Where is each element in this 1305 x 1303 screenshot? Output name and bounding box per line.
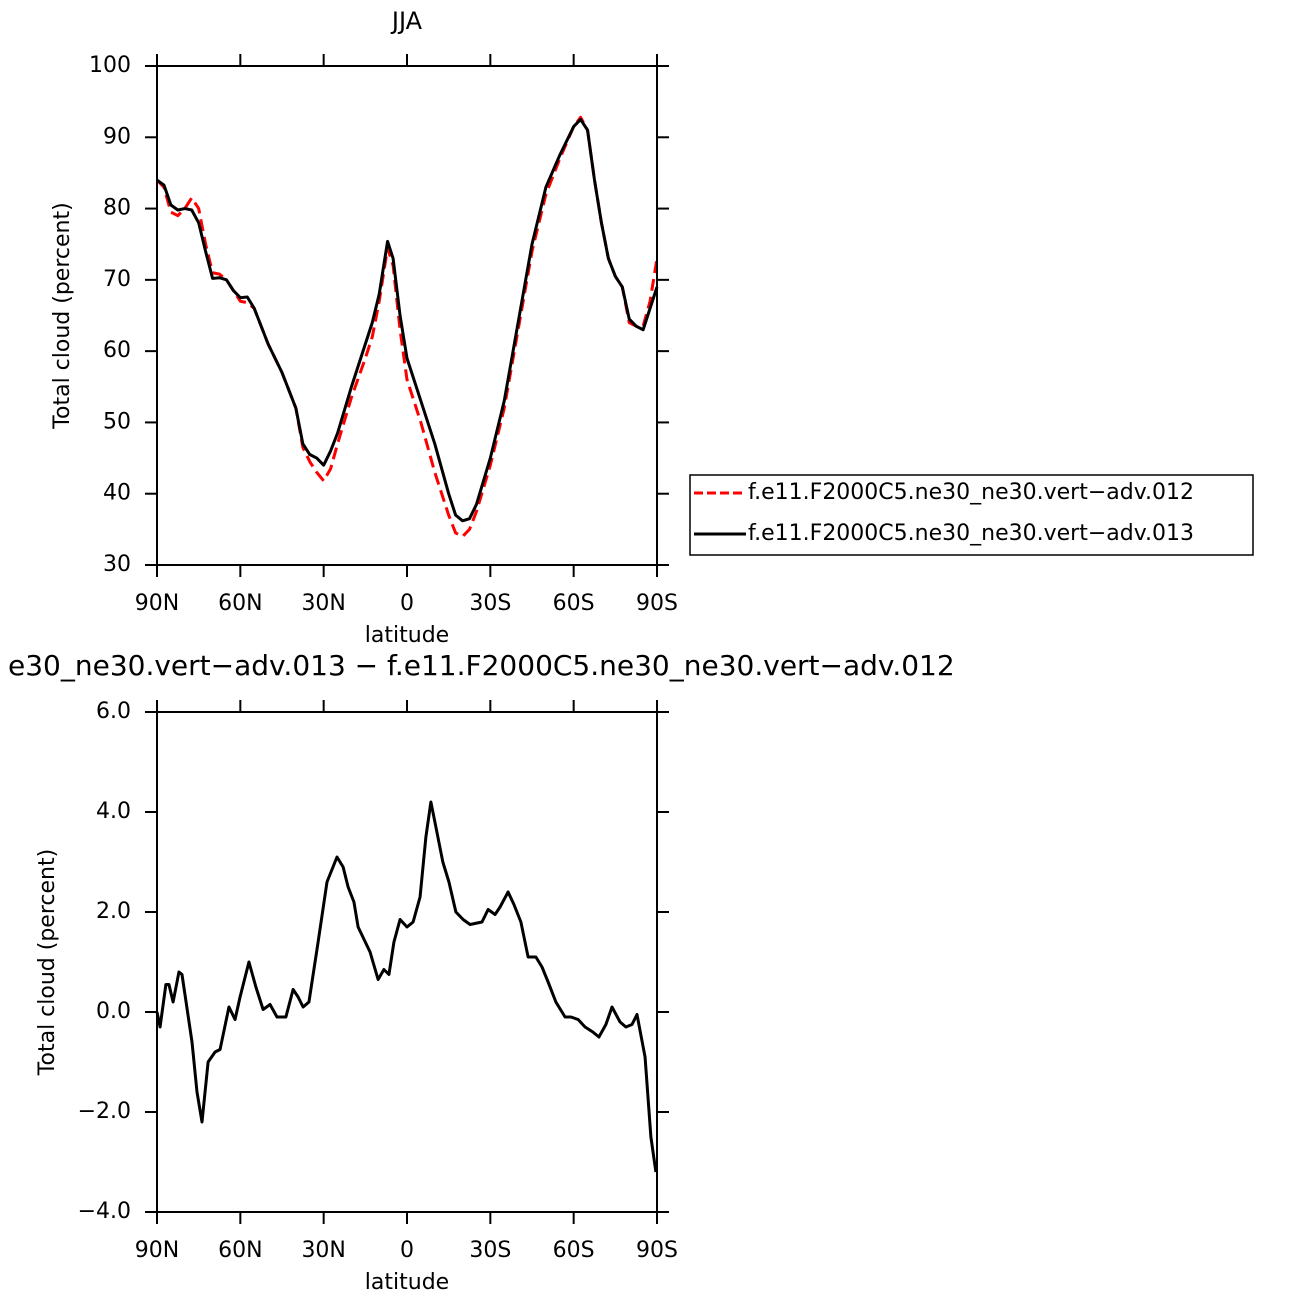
x-tick-label: 60N: [218, 591, 262, 616]
legend-box: [689, 474, 1254, 556]
y-tick-label: 4.0: [96, 799, 131, 824]
legend-label: f.e11.F2000C5.ne30_ne30.vert−adv.013: [748, 521, 1194, 546]
x-tick-label: 90S: [636, 591, 678, 616]
x-tick-label: 0: [400, 1238, 414, 1263]
x-axis-label: latitude: [365, 623, 449, 648]
legend-label: f.e11.F2000C5.ne30_ne30.vert−adv.012: [748, 480, 1194, 505]
y-tick-label: 40: [103, 481, 131, 506]
y-axis-label: Total cloud (percent): [50, 202, 75, 429]
x-tick-label: 30N: [301, 1238, 345, 1263]
x-tick-label: 60S: [553, 591, 595, 616]
y-tick-label: 100: [89, 53, 131, 78]
x-tick-label: 90N: [135, 591, 179, 616]
y-tick-label: 50: [103, 409, 131, 434]
plot-frame: [156, 711, 658, 1213]
x-tick-label: 30S: [469, 1238, 511, 1263]
y-tick-label: 2.0: [96, 899, 131, 924]
y-tick-label: 30: [103, 552, 131, 577]
y-tick-label: 0.0: [96, 999, 131, 1024]
y-tick-label: −2.0: [78, 1099, 131, 1124]
y-tick-label: 60: [103, 338, 131, 363]
x-tick-label: 60S: [553, 1238, 595, 1263]
chart-title: JJA: [390, 7, 423, 35]
y-tick-label: 90: [103, 124, 131, 149]
x-tick-label: 0: [400, 591, 414, 616]
y-tick-label: −4.0: [78, 1199, 131, 1224]
chart-title: e30_ne30.vert−adv.013 − f.e11.F2000C5.ne…: [8, 649, 955, 682]
y-axis-label: Total cloud (percent): [35, 849, 60, 1076]
data-line: [155, 115, 659, 538]
x-tick-label: 90N: [135, 1238, 179, 1263]
y-tick-label: 80: [103, 196, 131, 221]
y-tick-label: 6.0: [96, 699, 131, 724]
data-line: [155, 800, 658, 1173]
x-tick-label: 30S: [469, 591, 511, 616]
y-tick-label: 70: [103, 267, 131, 292]
plot-frame: [156, 65, 658, 566]
x-tick-label: 60N: [218, 1238, 262, 1263]
x-tick-label: 30N: [301, 591, 345, 616]
x-tick-label: 90S: [636, 1238, 678, 1263]
x-axis-label: latitude: [365, 1270, 449, 1295]
data-line: [156, 117, 659, 523]
